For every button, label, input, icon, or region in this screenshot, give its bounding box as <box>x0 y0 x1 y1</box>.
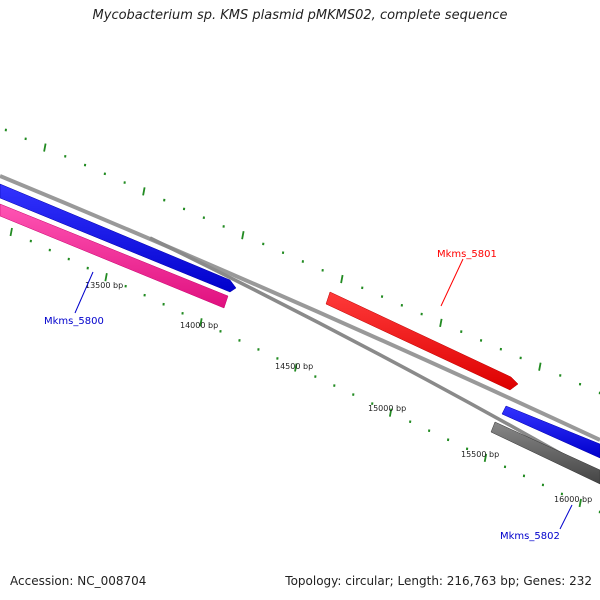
tick-mark <box>388 408 393 417</box>
tick-label-16000: 16000 bp <box>554 495 592 504</box>
tick-mark <box>9 227 13 237</box>
tick-mark <box>104 272 108 282</box>
backbone-inner <box>149 236 600 478</box>
gene-bar-blue-left[interactable] <box>0 183 237 293</box>
gene-label-mkms-5801[interactable]: Mkms_5801 <box>437 249 497 260</box>
tick-label-15500: 15500 bp <box>461 450 499 459</box>
footer-accession: Accession: NC_008704 <box>10 574 147 588</box>
tick-label-15000: 15000 bp <box>368 404 406 413</box>
tick-mark <box>578 498 582 508</box>
tick-label-14500: 14500 bp <box>275 362 313 371</box>
tick-mark <box>483 453 488 462</box>
gene-bar-blue-right[interactable] <box>501 405 600 459</box>
leader-mkms-5801 <box>440 258 464 307</box>
tick-mark <box>439 318 443 328</box>
gene-bar-pink[interactable] <box>0 203 229 309</box>
backbone-outer <box>0 174 600 442</box>
tick-label-14000: 14000 bp <box>180 321 218 330</box>
leader-mkms-5802 <box>559 504 573 530</box>
tick-mark <box>340 274 344 284</box>
tick-label-13500: 13500 bp <box>85 281 123 290</box>
footer-stats: Topology: circular; Length: 216,763 bp; … <box>285 574 592 588</box>
outer-tick-ring <box>4 128 600 395</box>
inner-tick-ring <box>9 227 600 514</box>
gene-bar-red[interactable] <box>325 291 519 391</box>
tick-mark <box>142 187 146 196</box>
tick-mark <box>538 362 542 371</box>
tick-mark <box>43 143 47 152</box>
leader-mkms-5800 <box>74 271 94 314</box>
gene-label-mkms-5802[interactable]: Mkms_5802 <box>500 531 560 542</box>
gene-bar-gray[interactable] <box>490 421 600 485</box>
tick-mark <box>199 318 203 327</box>
gene-label-mkms-5800[interactable]: Mkms_5800 <box>44 316 104 327</box>
tick-mark <box>241 231 245 240</box>
tick-mark <box>294 363 298 372</box>
map-title: Mycobacterium sp. KMS plasmid pMKMS02, c… <box>92 8 508 23</box>
